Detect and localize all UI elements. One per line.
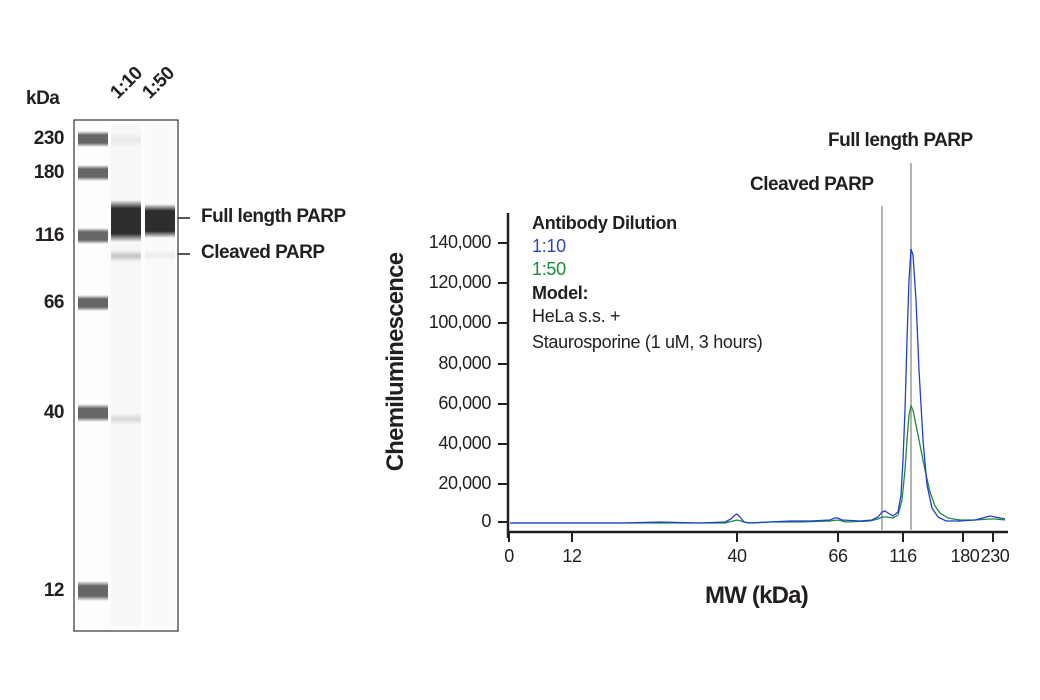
chart-full-length-label: Full length PARP [828,130,973,151]
x-tick-label-0: 0 [504,546,514,566]
legend-model-title: Model: [532,283,589,303]
legend-model-line-2: Staurosporine (1 uM, 3 hours) [532,332,763,352]
kda-unit-label: kDa [26,88,60,109]
y-tick-label-60000: 60,000 [438,393,491,413]
y-axis-ticks [498,242,508,523]
y-tick-label-140000: 140,000 [428,232,492,252]
legend-title: Antibody Dilution [532,213,677,233]
ladder-label-12: 12 [43,580,65,601]
x-tick-label-40: 40 [727,546,747,566]
legend-model-line-1: HeLa s.s. + [532,306,621,326]
ladder-label-230: 230 [33,128,65,149]
blot-full-length-label: Full length PARP [201,206,346,227]
y-tick-label-80000: 80,000 [438,353,491,373]
series-1-50-line [510,404,1006,524]
y-tick-label-40000: 40,000 [438,433,491,453]
y-tick-label-120000: 120,000 [428,272,492,292]
legend-series-1-50: 1:50 [532,259,566,279]
y-axis-title: Chemiluminescence [382,252,409,472]
x-axis-ticks [508,532,994,542]
series-1-10-line [510,248,1006,524]
y-tick-label-20000: 20,000 [438,473,491,493]
chart-cleaved-label: Cleaved PARP [750,174,874,195]
x-tick-label-12: 12 [562,546,582,566]
chart-legend: Antibody Dilution 1:10 1:50 Model: HeLa … [532,212,763,354]
ladder-label-116: 116 [34,225,65,246]
blot-cleaved-label: Cleaved PARP [201,242,325,263]
x-tick-label-230: 230 [980,546,1010,566]
x-tick-label-180: 180 [950,546,980,566]
y-tick-label-100000: 100,000 [428,312,492,332]
ladder-label-180: 180 [33,162,65,183]
x-tick-label-116: 116 [889,546,917,566]
x-axis-title: MW (kDa) [705,582,809,609]
legend-series-1-10: 1:10 [532,236,566,256]
x-tick-label-66: 66 [828,546,848,566]
ladder-label-40: 40 [43,402,65,423]
ladder-label-66: 66 [43,292,65,313]
y-tick-label-0: 0 [481,511,491,531]
